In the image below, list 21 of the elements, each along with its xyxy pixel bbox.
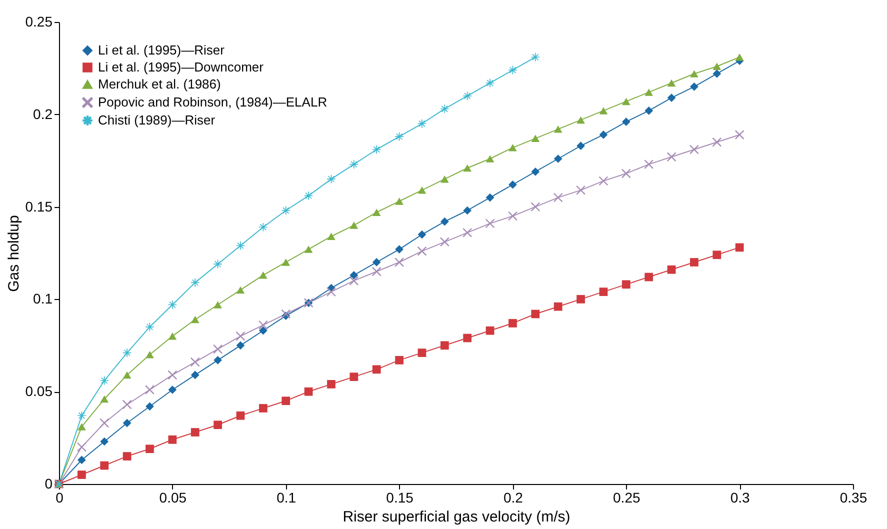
y-tick-label: 0.15: [25, 198, 53, 214]
x-tick-label: 0.35: [840, 490, 868, 506]
x-tick-label: 0: [56, 490, 64, 506]
y-axis-title: Gas holdup: [5, 215, 22, 292]
y-tick-label: 0.2: [33, 106, 53, 122]
x-tick-label: 0.2: [503, 490, 524, 506]
legend-label: Merchuk et al. (1986): [98, 76, 221, 92]
x-tick-label: 0.15: [386, 490, 414, 506]
x-axis-title: Riser superficial gas velocity (m/s): [342, 508, 570, 526]
legend-label: Popovic and Robinson, (1984)—ELALR: [98, 94, 328, 110]
y-tick-label: 0: [44, 476, 53, 492]
x-tick-label: 0.1: [276, 490, 296, 506]
x-tick-label: 0.3: [730, 490, 750, 506]
y-tick-label: 0.05: [25, 383, 53, 400]
legend-label: Li et al. (1995)—Downcomer: [98, 60, 264, 74]
legend-label: Chisti (1989)—Riser: [98, 112, 216, 128]
legend-label: Li et al. (1995)—Riser: [98, 42, 226, 58]
x-tick-label: 0.25: [613, 490, 640, 506]
x-tick-label: 0.05: [159, 490, 187, 506]
y-tick-label: 0.25: [25, 14, 53, 30]
y-tick-label: 0.1: [33, 290, 53, 307]
